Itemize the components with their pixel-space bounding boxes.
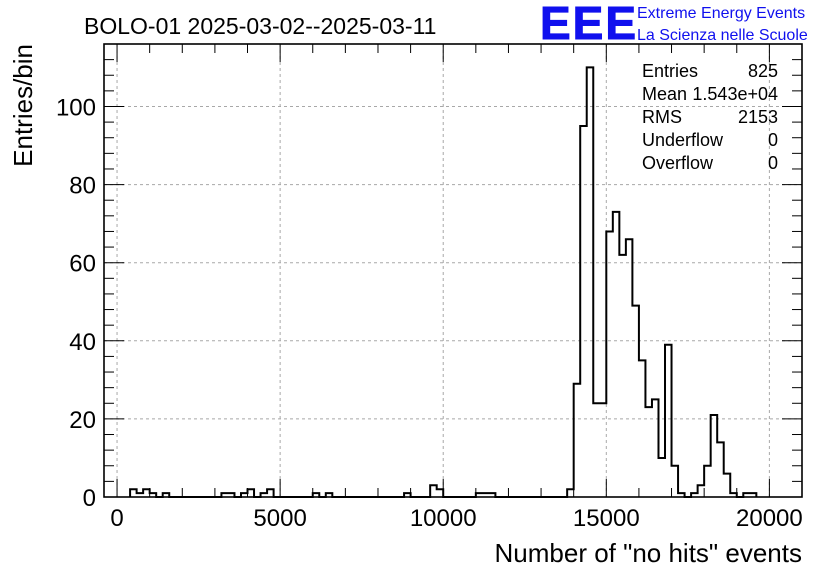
histogram-bin xyxy=(267,489,274,497)
y-tick-label: 60 xyxy=(69,251,96,278)
stats-label: RMS xyxy=(642,107,682,127)
histogram-bin xyxy=(130,489,137,497)
histogram-bin xyxy=(593,403,600,497)
eee-logo-line2: La Scienza nelle Scuole xyxy=(637,27,808,44)
x-tick-label: 10000 xyxy=(410,505,477,532)
histogram-bin xyxy=(704,466,711,497)
histogram-bin xyxy=(606,231,613,497)
histogram-bin xyxy=(587,67,594,497)
stats-value: 0 xyxy=(768,153,778,173)
histogram-bin xyxy=(248,489,255,497)
eee-logo-line1: Extreme Energy Events xyxy=(637,5,805,22)
y-tick-label: 20 xyxy=(69,407,96,434)
histogram-bin xyxy=(632,306,639,497)
y-tick-label: 40 xyxy=(69,329,96,356)
stats-value: 825 xyxy=(748,61,778,81)
stats-label: Overflow xyxy=(642,153,714,173)
stats-value: 0 xyxy=(768,130,778,150)
grid-lines xyxy=(104,44,802,497)
histogram-bin xyxy=(698,485,705,497)
histogram-bin xyxy=(652,399,659,497)
y-tick-label: 80 xyxy=(69,173,96,200)
histogram-bin xyxy=(711,415,718,497)
histogram-bin xyxy=(580,126,587,497)
stats-label: Entries xyxy=(642,61,698,81)
plot-frame xyxy=(103,43,803,498)
chart-title: BOLO-01 2025-03-02--2025-03-11 xyxy=(84,13,436,39)
histogram-bin xyxy=(724,474,731,497)
y-tick-label: 0 xyxy=(83,485,96,512)
histogram-bin xyxy=(626,239,633,497)
stats-value: 2153 xyxy=(738,107,778,127)
x-tick-label: 0 xyxy=(110,505,123,532)
stats-label: Underflow xyxy=(642,130,724,150)
x-tick-label: 5000 xyxy=(253,505,306,532)
eee-logo: EEE Extreme Energy Events La Scienza nel… xyxy=(540,0,808,50)
histogram-bin xyxy=(619,255,626,497)
axis-ticks xyxy=(104,43,803,498)
eee-logo-mark: EEE xyxy=(540,0,638,49)
stats-label: Mean xyxy=(642,84,687,104)
histogram-bin xyxy=(639,360,646,497)
histogram-bin xyxy=(430,485,437,497)
histogram-bin xyxy=(717,442,724,497)
histogram-bin xyxy=(672,466,679,497)
histogram-bin xyxy=(567,489,574,497)
histogram-bin xyxy=(574,384,581,497)
x-axis-label: Number of "no hits" events xyxy=(495,538,803,568)
histogram-bin xyxy=(600,403,607,497)
stats-box: Entries 825 Mean 1.543e+04 RMS 2153 Underflow 0… xyxy=(642,61,778,173)
histogram-bin xyxy=(143,489,150,497)
y-axis-label: Entries/bin xyxy=(8,44,38,167)
stats-value: 1.543e+04 xyxy=(692,84,778,104)
histogram-bin xyxy=(665,345,672,497)
histogram-bin xyxy=(437,489,444,497)
tick-labels: 0 5000 10000 15000 20000 0 20 40 60 80 100 xyxy=(56,94,803,532)
y-tick-label: 100 xyxy=(56,94,96,121)
x-tick-label: 20000 xyxy=(736,505,803,532)
histogram-bin xyxy=(658,458,665,497)
x-tick-label: 15000 xyxy=(573,505,640,532)
histogram-bin xyxy=(645,407,652,497)
histogram-bin xyxy=(613,212,620,497)
